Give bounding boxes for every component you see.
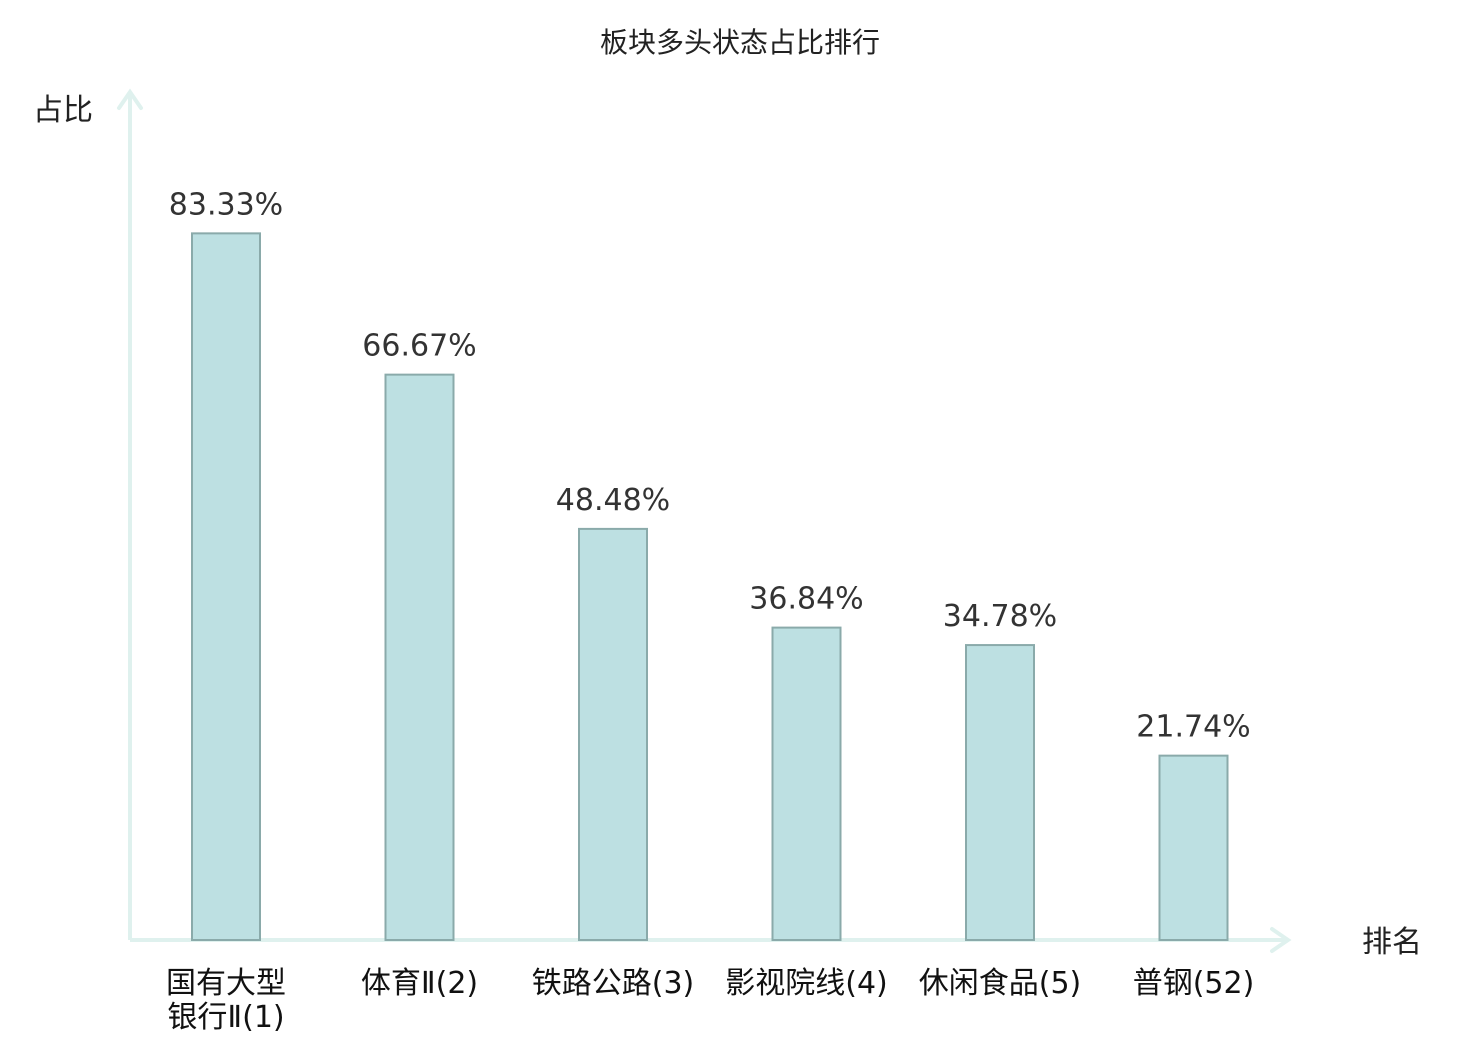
category-tick-label: 体育Ⅱ(2) xyxy=(361,966,478,1001)
x-axis-label: 排名 xyxy=(1362,925,1422,960)
x-axis-arrow-icon xyxy=(1270,927,1292,953)
category-tick-label: 休闲食品(5) xyxy=(919,966,1082,1001)
bar xyxy=(1158,754,1229,941)
category-tick-label: 国有大型银行Ⅱ(1) xyxy=(166,966,286,1035)
bar xyxy=(191,232,261,942)
category-labels-group: 国有大型银行Ⅱ(1) 体育Ⅱ(2) 铁路公路(3) 影视院线(4) 休闲食品(5) 普钢(… xyxy=(166,966,1254,1035)
chart-title: 板块多头状态占比排行 xyxy=(600,26,880,59)
category-tick-label: 影视院线(4) xyxy=(725,966,888,1001)
bar xyxy=(384,373,455,941)
data-label: 34.78% xyxy=(943,599,1057,634)
axes xyxy=(117,88,1292,953)
data-label: 66.67% xyxy=(362,329,476,364)
category-tick-label: 普钢(52) xyxy=(1133,966,1255,1001)
bars-group xyxy=(191,232,1229,942)
data-label: 36.84% xyxy=(749,582,863,617)
bar xyxy=(578,527,648,941)
y-axis-label: 占比 xyxy=(33,93,93,128)
data-label: 21.74% xyxy=(1136,710,1250,745)
bar xyxy=(771,626,842,941)
category-tick-label: 铁路公路(3) xyxy=(532,966,695,1001)
y-axis-arrow-icon xyxy=(117,88,143,110)
value-labels-group: 83.33% 66.67% 48.48% 36.84% 34.78% 21.74% xyxy=(169,187,1251,744)
bar xyxy=(965,644,1035,941)
data-label: 48.48% xyxy=(556,483,670,518)
data-label: 83.33% xyxy=(169,187,283,222)
